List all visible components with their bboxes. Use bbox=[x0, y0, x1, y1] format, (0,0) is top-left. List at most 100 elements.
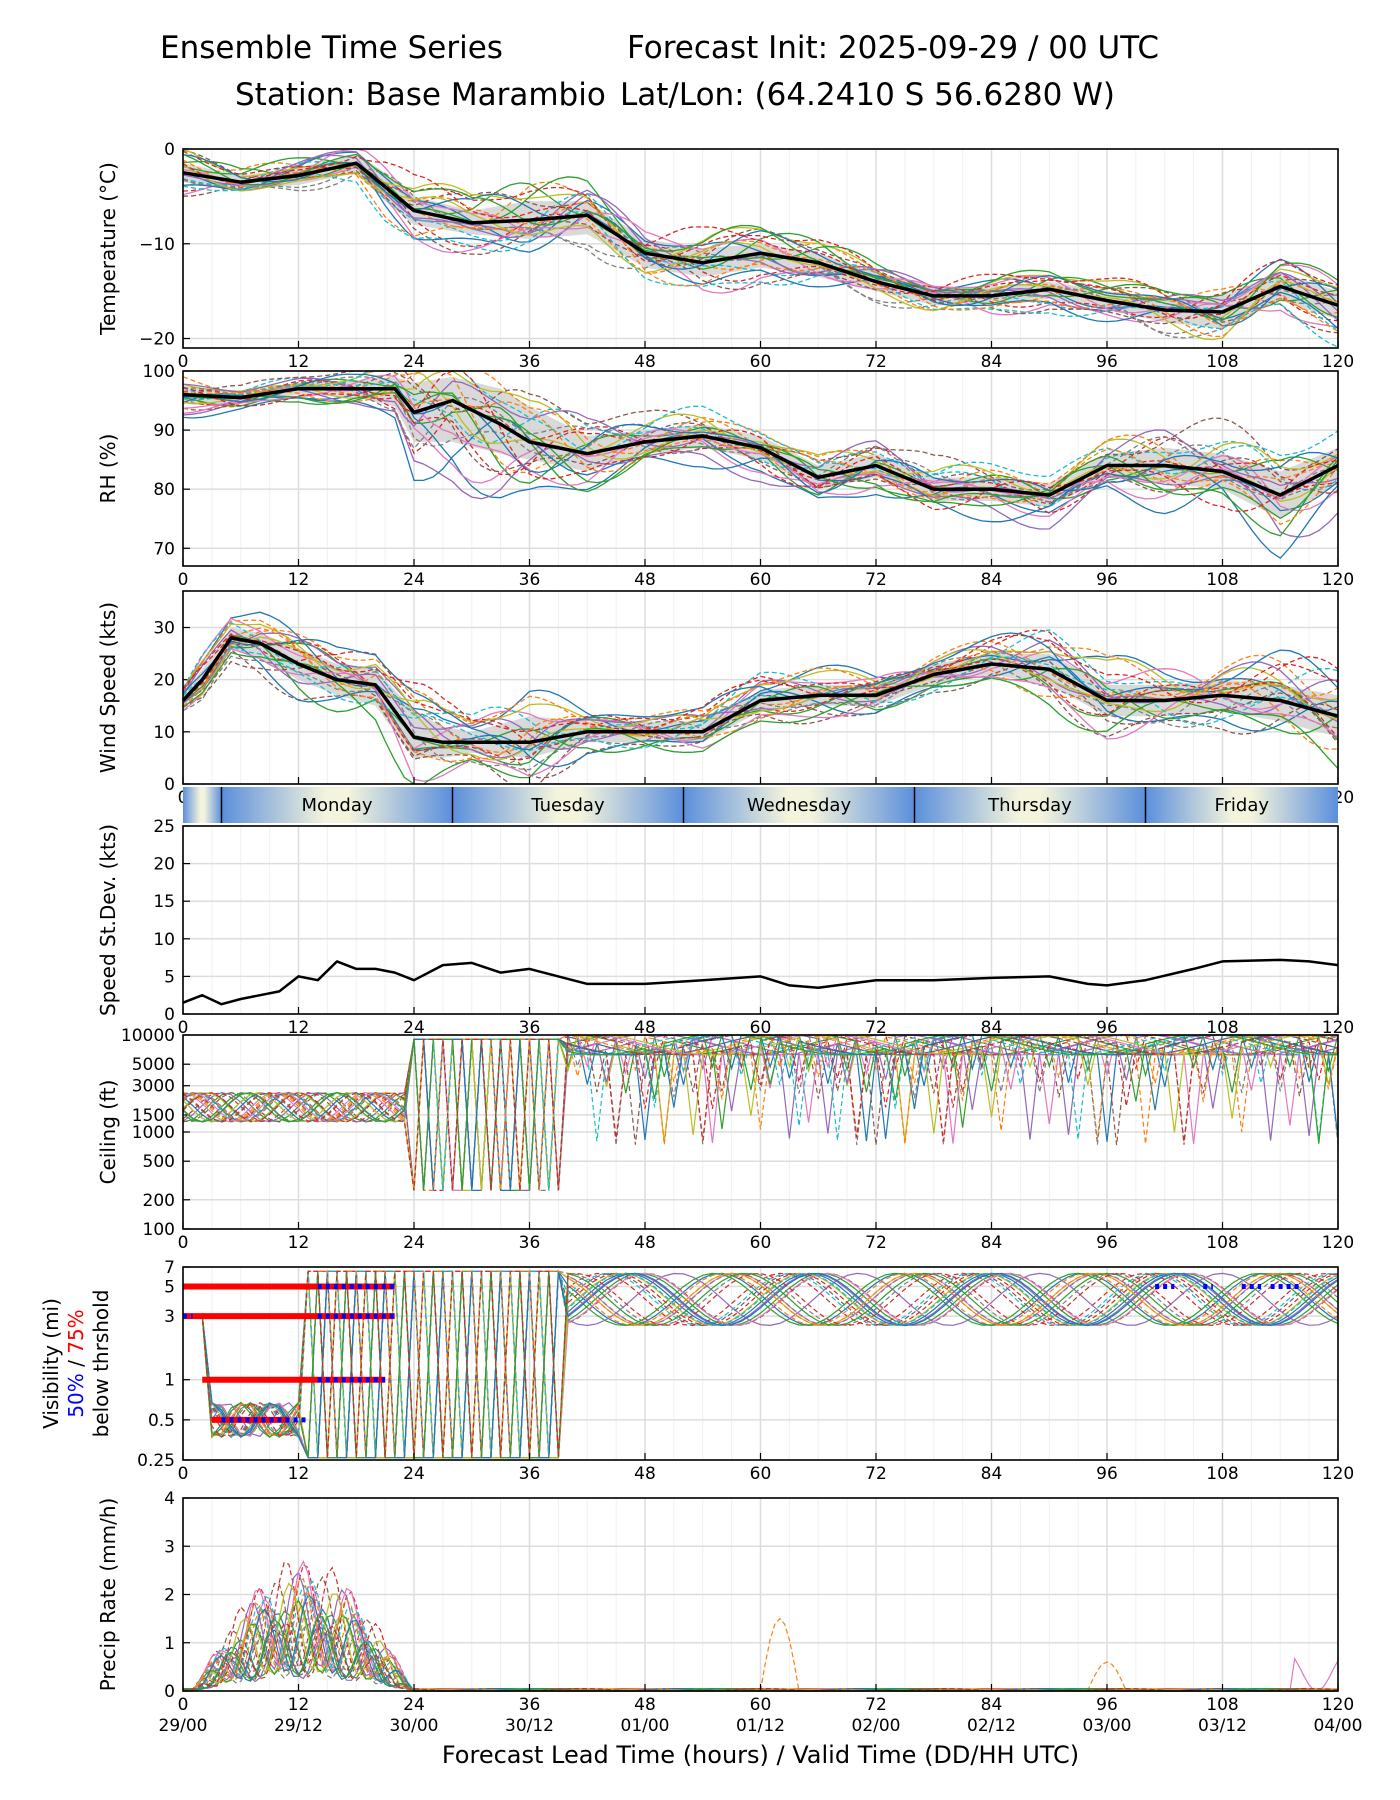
x-tick-label: 108 bbox=[1206, 1233, 1238, 1253]
y-tick-label: 90 bbox=[153, 421, 175, 441]
x-tick-label: 72 bbox=[865, 352, 887, 372]
y-axis-label: Wind Speed (kts) bbox=[96, 602, 120, 773]
stdev-line bbox=[182, 958, 1339, 1006]
ensemble-member-line bbox=[182, 621, 1339, 736]
ensemble-member-line bbox=[182, 660, 1339, 785]
y-tick-label: 3 bbox=[164, 1307, 175, 1327]
day-segment bbox=[452, 787, 684, 823]
ensemble-member-line bbox=[183, 1271, 1339, 1459]
y-tick-label: 5 bbox=[164, 1277, 175, 1297]
y-tick-label: 0 bbox=[164, 1005, 175, 1025]
x-tick-label: 24 bbox=[403, 1233, 425, 1253]
label-75: 75% bbox=[64, 1309, 88, 1353]
x-tick-label: 60 bbox=[750, 1464, 772, 1484]
valid-time-label: 29/00 bbox=[159, 1716, 208, 1736]
y-axis-label: Ceiling (ft) bbox=[96, 1080, 120, 1185]
x-tick-label: 60 bbox=[750, 570, 772, 590]
ensemble-member-line bbox=[183, 1270, 1339, 1458]
y-axis-label-threshold: 50% / 75% bbox=[64, 1309, 88, 1417]
x-tick-label: 0 bbox=[178, 1233, 189, 1253]
x-tick-label: 84 bbox=[981, 1018, 1003, 1038]
panel-2: 010203001224364860728496108120Wind Speed… bbox=[96, 590, 1354, 808]
ensemble-member-line bbox=[182, 642, 1339, 767]
panel-5: 75 3 1 0.5 0.250 12 24 36 48 60 72 84 96 108 120 Visibi… bbox=[39, 1258, 1354, 1484]
ensemble-member-line bbox=[182, 370, 1339, 513]
y-tick-label: 0 bbox=[164, 775, 175, 795]
ensemble-member-line bbox=[182, 370, 1339, 498]
forecast-init: Forecast Init: 2025-09-29 / 00 UTC bbox=[627, 30, 1159, 66]
valid-time-label: 02/00 bbox=[852, 1716, 901, 1736]
valid-time-label: 04/00 bbox=[1314, 1716, 1363, 1736]
ensemble-member-line bbox=[182, 159, 1339, 338]
x-tick-label: 120 bbox=[1322, 1233, 1354, 1253]
y-tick-label: 100 bbox=[143, 1220, 175, 1240]
ensemble-member-line bbox=[182, 173, 1339, 348]
x-tick-label: 0 bbox=[178, 570, 189, 590]
x-tick-label: 24 bbox=[403, 570, 425, 590]
y-tick-label: 0.5 bbox=[148, 1411, 175, 1431]
x-tick-label: 84 bbox=[981, 1695, 1003, 1715]
ensemble-member-line bbox=[182, 373, 1339, 494]
x-tick-label: 36 bbox=[519, 1695, 541, 1715]
day-bar: Monday Tuesday Wednesday Thursday Friday bbox=[183, 787, 1338, 823]
day-label: Friday bbox=[1214, 795, 1269, 816]
day-label: Thursday bbox=[987, 795, 1072, 816]
x-tick-label: 108 bbox=[1206, 352, 1238, 372]
ensemble-member-line bbox=[182, 1034, 1339, 1191]
x-tick-label: 84 bbox=[981, 1464, 1003, 1484]
x-tick-label: 12 bbox=[288, 1464, 310, 1484]
ensemble-member-line bbox=[182, 157, 1339, 319]
day-label: Tuesday bbox=[530, 795, 605, 816]
x-tick-label: 36 bbox=[519, 1464, 541, 1484]
x-tick-label: 0 bbox=[178, 1695, 189, 1715]
y-tick-label: 15 bbox=[153, 892, 175, 912]
y-axis-label: Visibility (mi) bbox=[39, 1298, 63, 1429]
x-tick-label: 12 bbox=[288, 570, 310, 590]
y-tick-label: 7 bbox=[164, 1258, 175, 1278]
x-tick-label: 0 bbox=[178, 1018, 189, 1038]
spread-band bbox=[183, 153, 1338, 329]
y-tick-label: 200 bbox=[143, 1191, 175, 1211]
y-tick-label: 3000 bbox=[132, 1077, 175, 1097]
ensemble-member-line bbox=[182, 640, 1339, 768]
y-tick-label: −10 bbox=[139, 235, 175, 255]
y-tick-label: 1000 bbox=[132, 1123, 175, 1143]
y-tick-label: 3 bbox=[164, 1537, 175, 1557]
x-tick-label: 24 bbox=[403, 1695, 425, 1715]
x-tick-label: 72 bbox=[865, 1018, 887, 1038]
y-tick-label: 500 bbox=[143, 1152, 175, 1172]
valid-time-label: 29/12 bbox=[274, 1716, 323, 1736]
panel-0: 0−10−200 12 24 36 48 60 72 84 96 108 120Temperatur… bbox=[96, 140, 1354, 372]
y-tick-label: 1 bbox=[164, 1634, 175, 1654]
x-tick-label: 72 bbox=[865, 1464, 887, 1484]
y-tick-label: 20 bbox=[153, 671, 175, 691]
x-tick-label: 36 bbox=[519, 1018, 541, 1038]
y-tick-label: 10000 bbox=[121, 1026, 175, 1046]
x-tick-label: 48 bbox=[634, 570, 656, 590]
x-tick-label: 120 bbox=[1322, 1464, 1354, 1484]
x-tick-label: 84 bbox=[981, 1233, 1003, 1253]
label-sep: / bbox=[64, 1354, 88, 1373]
x-tick-label: 96 bbox=[1096, 1464, 1118, 1484]
x-tick-label: 60 bbox=[750, 352, 772, 372]
x-tick-label: 96 bbox=[1096, 570, 1118, 590]
y-tick-label: −20 bbox=[139, 330, 175, 350]
y-axis-label: Temperature (°C) bbox=[96, 162, 120, 336]
ensemble-mean-line bbox=[181, 636, 1339, 745]
x-tick-label: 108 bbox=[1206, 1464, 1238, 1484]
x-tick-label: 0 bbox=[178, 352, 189, 372]
ensemble-member-line bbox=[182, 149, 1339, 323]
y-tick-label: 70 bbox=[153, 539, 175, 559]
ensemble-member-line bbox=[182, 376, 1339, 499]
x-tick-label: 24 bbox=[403, 352, 425, 372]
x-tick-label: 24 bbox=[403, 1464, 425, 1484]
x-tick-label: 108 bbox=[1206, 570, 1238, 590]
y-tick-label: 1 bbox=[164, 1371, 175, 1391]
y-tick-label: 30 bbox=[153, 619, 175, 639]
panel-1: 100 90 80 700 12 24 36 48 60 72 84 96 108 120 RH (%) bbox=[96, 362, 1354, 590]
x-tick-label: 72 bbox=[865, 1695, 887, 1715]
x-tick-label: 12 bbox=[288, 1018, 310, 1038]
